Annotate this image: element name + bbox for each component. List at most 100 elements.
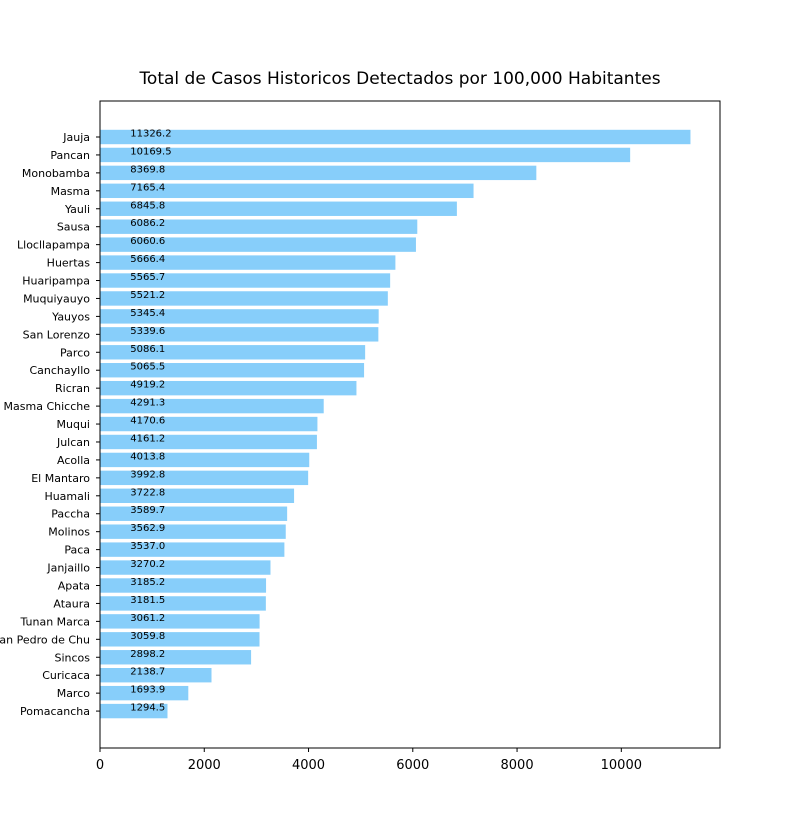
bar-value-label: 1693.9 bbox=[130, 685, 165, 696]
bar-monobamba bbox=[100, 165, 537, 181]
y-tick-label: Parco bbox=[60, 346, 90, 359]
bar-value-label: 5521.2 bbox=[130, 290, 165, 301]
y-tick-label: Huertas bbox=[47, 257, 91, 270]
bars-group bbox=[100, 129, 691, 719]
value-labels: 11326.2 10169.5 8369.8 7165.4 6845.8 6086.2 60… bbox=[130, 129, 171, 714]
y-tick-label: Marco bbox=[57, 687, 91, 700]
bar-value-label: 3722.8 bbox=[130, 487, 165, 498]
bar-paccha bbox=[100, 506, 288, 521]
y-tick-label: Sincos bbox=[54, 651, 90, 664]
y-tick-label: Llocllapampa bbox=[17, 239, 90, 252]
bar-huamali bbox=[100, 488, 295, 503]
bar-value-label: 3537.0 bbox=[130, 541, 165, 552]
bar-value-label: 3185.2 bbox=[130, 577, 165, 588]
y-tick-label: Canchayllo bbox=[29, 364, 90, 377]
bar-canchayllo bbox=[100, 363, 365, 378]
x-axis: 0 2000 4000 6000 8000 10000 bbox=[96, 136, 642, 773]
bar-value-label: 6845.8 bbox=[130, 200, 165, 211]
bar-value-label: 2138.7 bbox=[130, 667, 165, 678]
bar-value-label: 7165.4 bbox=[130, 182, 165, 193]
bar-julcan bbox=[100, 434, 317, 450]
bar-value-label: 6086.2 bbox=[130, 218, 165, 229]
y-tick-label: Tunan Marca bbox=[19, 615, 90, 628]
bar-value-label: 1294.5 bbox=[130, 703, 165, 714]
y-tick-label: Paca bbox=[64, 544, 90, 557]
y-tick-label: Masma bbox=[51, 185, 90, 198]
bar-huaripampa bbox=[100, 273, 391, 288]
x-tick-label: 6000 bbox=[396, 758, 429, 773]
y-tick-label: Monobamba bbox=[22, 167, 90, 180]
bar-value-label: 4170.6 bbox=[130, 416, 165, 427]
x-tick-label: 10000 bbox=[601, 758, 642, 773]
bar-value-label: 4161.2 bbox=[130, 433, 165, 444]
y-tick-label: Muqui bbox=[57, 418, 90, 431]
y-tick-label: Masma Chicche bbox=[4, 400, 91, 413]
chart-title: Total de Casos Historicos Detectados por… bbox=[138, 69, 660, 89]
y-tick-label: Apata bbox=[58, 580, 90, 593]
x-tick-label: 4000 bbox=[292, 758, 325, 773]
bar-yauli bbox=[100, 201, 457, 216]
bar-marco bbox=[100, 685, 189, 701]
bar-value-label: 5339.6 bbox=[130, 326, 165, 337]
bar-llocllapampa bbox=[100, 237, 416, 252]
bar-apata bbox=[100, 578, 267, 593]
bar-value-label: 8369.8 bbox=[130, 164, 165, 175]
bar-value-label: 4013.8 bbox=[130, 451, 165, 462]
bar-value-label: 5666.4 bbox=[130, 254, 165, 265]
bar-value-label: 3270.2 bbox=[130, 559, 165, 570]
bar-value-label: 4291.3 bbox=[130, 398, 165, 409]
bar-value-label: 10169.5 bbox=[130, 146, 171, 157]
bar-value-label: 3562.9 bbox=[130, 523, 165, 534]
y-tick-label: Huamali bbox=[44, 490, 90, 503]
y-tick-label: Acolla bbox=[57, 454, 90, 467]
bar-pomacancha bbox=[100, 703, 168, 719]
y-tick-label: Molinos bbox=[48, 526, 90, 539]
bar-huertas bbox=[100, 255, 396, 270]
bar-value-label: 3589.7 bbox=[130, 505, 165, 516]
bar-sincos bbox=[100, 650, 252, 665]
category-labels: Jauja Pancan Monobamba Masma Yauli Sausa Llocl… bbox=[0, 131, 90, 718]
bar-jauja bbox=[100, 129, 691, 145]
bar-san-pedro-de-chu bbox=[100, 632, 260, 647]
bar-parco bbox=[100, 345, 366, 360]
bar-value-label: 5565.7 bbox=[130, 272, 165, 283]
bar-curicaca bbox=[100, 668, 212, 683]
y-tick-label: Pomacancha bbox=[20, 705, 90, 718]
y-tick-label: Yauyos bbox=[51, 310, 90, 323]
bar-value-label: 2898.2 bbox=[130, 649, 165, 660]
bar-san-lorenzo bbox=[100, 327, 379, 342]
y-tick-label: Pancan bbox=[50, 149, 90, 162]
x-tick-label: 0 bbox=[96, 758, 104, 773]
bar-value-label: 4919.2 bbox=[130, 380, 165, 391]
y-tick-label: Julcan bbox=[56, 436, 90, 449]
bar-value-label: 11326.2 bbox=[130, 129, 171, 140]
plot-frame bbox=[99, 100, 721, 749]
bar-value-label: 3181.5 bbox=[130, 595, 165, 606]
bar-acolla bbox=[100, 452, 310, 468]
bar-masma-chicche bbox=[100, 398, 324, 414]
x-tick-label: 2000 bbox=[188, 758, 221, 773]
bar-value-label: 6060.6 bbox=[130, 236, 165, 247]
y-tick-label: El Mantaro bbox=[31, 472, 90, 485]
x-tick-label: 8000 bbox=[501, 758, 534, 773]
bar-sausa bbox=[100, 219, 418, 234]
bar-el-mantaro bbox=[100, 470, 309, 486]
bar-value-label: 3992.8 bbox=[130, 469, 165, 480]
y-tick-label: San Lorenzo bbox=[23, 328, 91, 341]
bar-value-label: 5065.5 bbox=[130, 362, 165, 373]
bar-value-label: 3061.2 bbox=[130, 613, 165, 624]
y-tick-label: San Pedro de Chu bbox=[0, 633, 90, 646]
bar-pancan bbox=[100, 147, 631, 163]
bar-ataura bbox=[100, 596, 266, 611]
y-tick-label: Muquiyauyo bbox=[23, 292, 90, 305]
y-tick-label: Janjaillo bbox=[46, 562, 90, 575]
y-tick-label: Huaripampa bbox=[22, 275, 90, 288]
y-tick-label: Sausa bbox=[57, 221, 90, 234]
y-tick-label: Ricran bbox=[55, 382, 90, 395]
bar-masma bbox=[100, 183, 474, 199]
bar-ricran bbox=[100, 380, 357, 396]
y-tick-label: Paccha bbox=[51, 508, 90, 521]
bar-tunan-marca bbox=[100, 614, 260, 629]
y-tick-label: Curicaca bbox=[42, 669, 90, 682]
